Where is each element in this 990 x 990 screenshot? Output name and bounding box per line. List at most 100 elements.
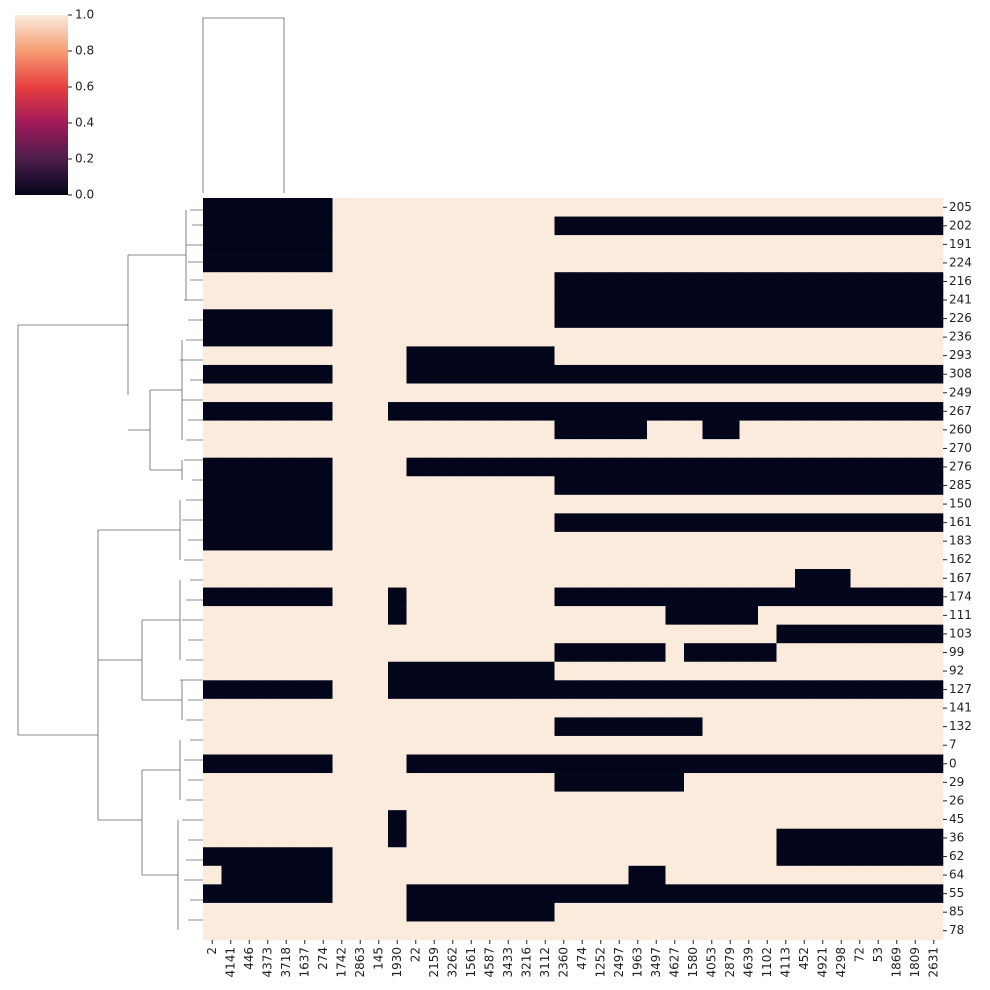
cell (554, 346, 574, 366)
cell (443, 290, 463, 310)
cell (850, 531, 870, 551)
cell (517, 587, 537, 607)
cell (240, 810, 259, 829)
cell (665, 198, 685, 217)
cell (739, 902, 759, 922)
column-label: 4627 (667, 947, 681, 978)
cell (887, 439, 907, 458)
cell (203, 550, 222, 570)
cell (795, 513, 814, 533)
cell (258, 791, 278, 811)
cell (536, 531, 555, 551)
cell (295, 680, 315, 700)
cell (221, 921, 241, 941)
cell (406, 290, 426, 310)
cell (443, 698, 463, 718)
cell (573, 624, 592, 644)
cell (869, 420, 888, 440)
cell (832, 364, 851, 384)
cell (258, 773, 278, 792)
row-label: 161 (949, 515, 972, 529)
cell (813, 865, 833, 885)
cell (443, 661, 463, 681)
cell (443, 494, 463, 514)
cell (869, 884, 888, 904)
cell (887, 402, 907, 421)
cell (924, 235, 944, 254)
cell (221, 847, 241, 867)
cell (850, 457, 870, 477)
cell (554, 383, 574, 403)
cell (591, 476, 611, 496)
cell (277, 364, 296, 384)
cell (702, 865, 722, 885)
cell (332, 643, 352, 663)
cell (721, 383, 740, 403)
cell (610, 402, 629, 421)
cell (295, 402, 315, 421)
cell (406, 810, 426, 829)
cell (240, 272, 259, 292)
cell (758, 680, 777, 700)
cell (462, 717, 481, 737)
cell (665, 717, 685, 737)
cell (887, 902, 907, 922)
cell (480, 290, 500, 310)
cell (869, 828, 888, 848)
cell (906, 717, 925, 737)
cell (536, 494, 555, 514)
cell (850, 791, 870, 811)
cell (628, 420, 648, 440)
cell (406, 680, 426, 700)
row-label: 293 (949, 348, 972, 362)
cell (388, 327, 407, 347)
cell (739, 494, 759, 514)
cell (258, 587, 278, 607)
cell (425, 680, 444, 700)
cell (462, 902, 481, 922)
cell (499, 717, 518, 737)
cell (351, 810, 370, 829)
cell (314, 643, 333, 663)
cell (628, 531, 648, 551)
cell (517, 290, 537, 310)
cell (869, 476, 888, 496)
cell (850, 847, 870, 867)
cell (591, 402, 611, 421)
cell (591, 494, 611, 514)
cell (924, 550, 944, 570)
cell (203, 439, 222, 458)
cell (554, 494, 574, 514)
row-label: 224 (949, 255, 972, 269)
cell (721, 754, 740, 774)
cell (536, 735, 555, 755)
cell (221, 791, 241, 811)
cell (369, 327, 389, 347)
column-label: 1561 (464, 947, 478, 978)
cell (443, 735, 463, 755)
cell (462, 439, 481, 458)
cell (832, 290, 851, 310)
cell (203, 235, 222, 254)
cell (887, 884, 907, 904)
cell (314, 921, 333, 941)
column-label: 4113 (778, 947, 792, 978)
cell (406, 754, 426, 774)
cell (332, 847, 352, 867)
cell (591, 272, 611, 292)
cell (869, 569, 888, 588)
cell (314, 550, 333, 570)
cell (684, 754, 703, 774)
cell (240, 494, 259, 514)
cell (795, 624, 814, 644)
cell (721, 439, 740, 458)
cell (869, 773, 888, 792)
cell (517, 420, 537, 440)
cell (240, 327, 259, 347)
cell (554, 624, 574, 644)
cell (906, 680, 925, 700)
cell (499, 680, 518, 700)
cell (480, 661, 500, 681)
cell (591, 290, 611, 310)
cell (573, 865, 592, 885)
